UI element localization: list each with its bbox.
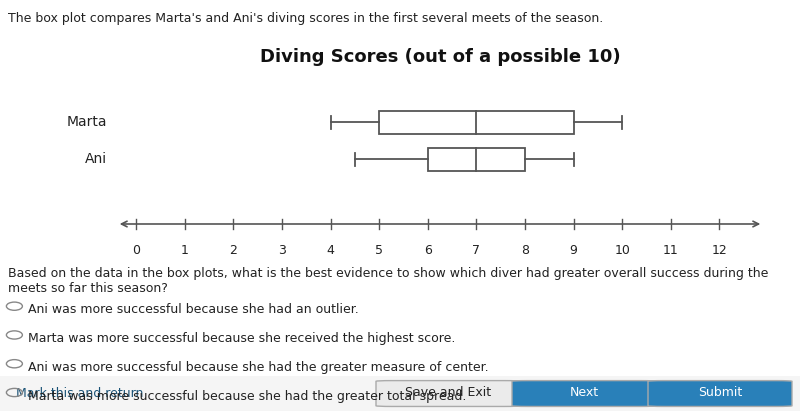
Text: 10: 10 (614, 244, 630, 257)
Text: 5: 5 (375, 244, 383, 257)
Text: 11: 11 (663, 244, 678, 257)
Text: Ani was more successful because she had the greater measure of center.: Ani was more successful because she had … (28, 361, 489, 374)
Text: Marta: Marta (66, 115, 107, 129)
Text: The box plot compares Marta's and Ani's diving scores in the first several meets: The box plot compares Marta's and Ani's … (8, 12, 603, 25)
Text: Submit: Submit (698, 386, 742, 399)
Text: Next: Next (570, 386, 598, 399)
Text: 1: 1 (181, 244, 189, 257)
Text: 9: 9 (570, 244, 578, 257)
Text: 12: 12 (711, 244, 727, 257)
FancyBboxPatch shape (379, 111, 574, 134)
Text: Ani was more successful because she had an outlier.: Ani was more successful because she had … (28, 303, 358, 316)
Text: 0: 0 (132, 244, 140, 257)
Text: 2: 2 (230, 244, 238, 257)
Title: Diving Scores (out of a possible 10): Diving Scores (out of a possible 10) (260, 48, 620, 65)
Text: Marta was more successful because she had the greater total spread.: Marta was more successful because she ha… (28, 390, 466, 403)
FancyBboxPatch shape (428, 148, 525, 171)
Text: Marta was more successful because she received the highest score.: Marta was more successful because she re… (28, 332, 455, 345)
FancyBboxPatch shape (376, 381, 520, 406)
Text: 6: 6 (424, 244, 432, 257)
Text: Ani: Ani (85, 152, 107, 166)
Text: Based on the data in the box plots, what is the best evidence to show which dive: Based on the data in the box plots, what… (8, 267, 768, 295)
Text: 3: 3 (278, 244, 286, 257)
Text: Save and Exit: Save and Exit (405, 386, 491, 399)
FancyBboxPatch shape (648, 381, 792, 406)
FancyBboxPatch shape (512, 381, 656, 406)
Text: Mark this and return: Mark this and return (16, 387, 143, 400)
Text: 8: 8 (521, 244, 529, 257)
Text: 7: 7 (473, 244, 481, 257)
Text: 4: 4 (326, 244, 334, 257)
